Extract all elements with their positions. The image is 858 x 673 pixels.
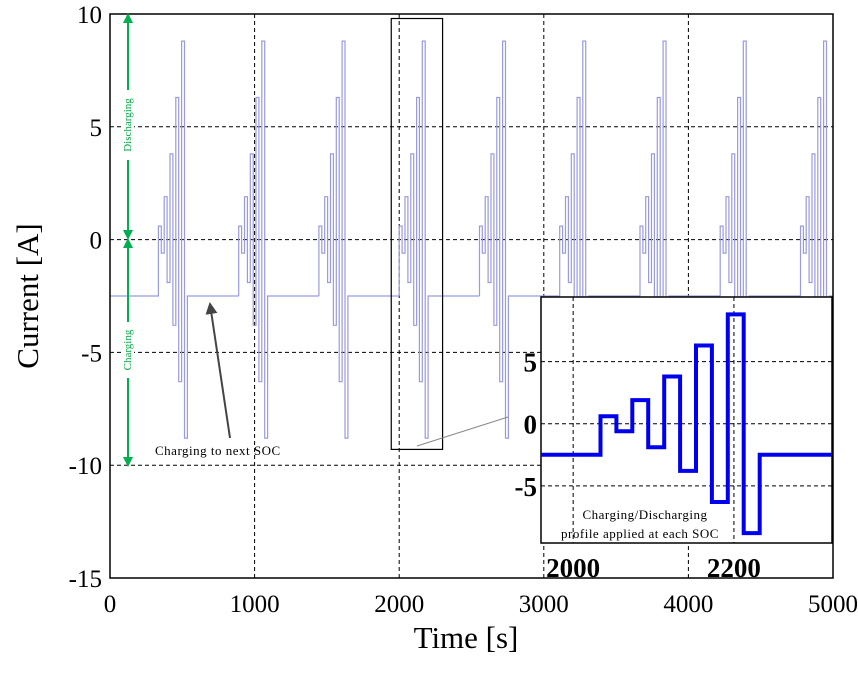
x-axis-label: Time [s]	[414, 620, 519, 655]
current-cycle-5	[478, 40, 560, 439]
x-tick-label: 1000	[230, 591, 280, 618]
highlight-box	[390, 17, 444, 451]
y-tick-label: -15	[69, 566, 102, 593]
current-cycle-2	[238, 40, 319, 439]
main-series	[110, 40, 833, 439]
y-tick-label: -5	[81, 340, 102, 367]
main-plot-frame	[109, 13, 834, 579]
y-tick-label: 0	[90, 228, 103, 255]
charging-next-soc-label: Charging to next SOC	[155, 443, 281, 458]
inset-current-profile	[541, 312, 832, 536]
x-tick-label: 4000	[663, 591, 713, 618]
current-cycle-4	[398, 40, 480, 439]
current-cycle-1	[110, 40, 239, 439]
discharging-label: Discharging	[122, 98, 134, 152]
x-tick-label: 2000	[374, 591, 424, 618]
charging-label-bg	[122, 322, 134, 378]
x-tick-label: 5000	[808, 591, 858, 618]
inset-tick-labels: 2000 2200 5 0 -5	[515, 348, 761, 583]
highlight-rect	[390, 17, 444, 451]
main-tick-labels: 0 1000 2000 3000 4000 5000 10 5 0 -5 -10 -15	[69, 2, 858, 618]
y-axis-label: Current [A]	[10, 223, 45, 368]
inset-caption-line1: Charging/Discharging	[582, 507, 707, 522]
inset-y-tick-label: 5	[524, 348, 538, 378]
inset-y-tick-label: -5	[515, 472, 538, 502]
y-tick-label: -10	[69, 453, 102, 480]
charging-next-soc-arrow	[205, 302, 231, 439]
inset-caption-line2: profile applied at each SOC	[561, 526, 719, 541]
charging-label: Charging	[122, 329, 134, 370]
y-tick-label: 5	[90, 115, 103, 142]
x-tick-label: 0	[104, 591, 117, 618]
inset-x-tick-label: 2200	[707, 553, 761, 583]
inset-x-tick-label: 2000	[546, 553, 600, 583]
inset-grid	[541, 297, 832, 543]
discharging-label-bg	[122, 90, 134, 160]
y-tick-label: 10	[77, 2, 102, 29]
zoom-connector-line	[416, 416, 509, 447]
x-tick-label: 3000	[519, 591, 569, 618]
current-cycle-3	[318, 40, 400, 439]
inset-frame	[540, 296, 833, 544]
inset-series	[541, 312, 832, 536]
inset-y-tick-label: 0	[524, 410, 538, 440]
